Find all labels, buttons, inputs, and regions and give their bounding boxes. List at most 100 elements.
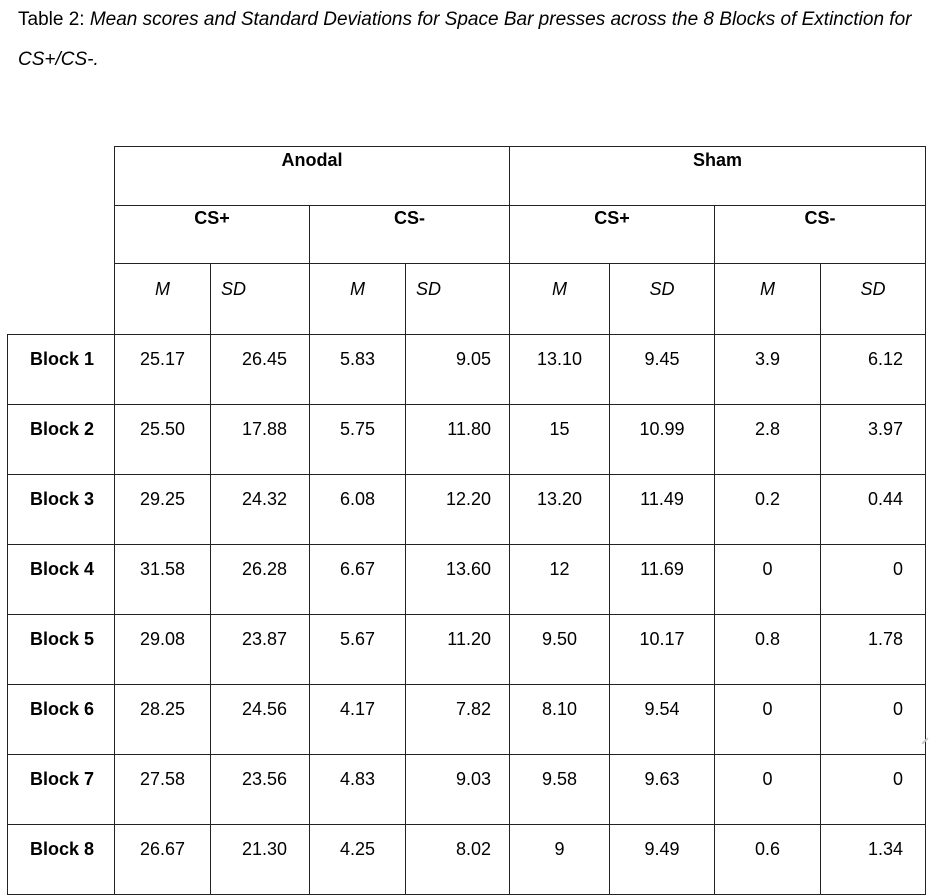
table-cell: 2.8: [714, 404, 821, 475]
table-cell: 29.25: [114, 474, 211, 545]
table-cell: 11.80: [405, 404, 510, 475]
table-cell: 11.69: [609, 544, 715, 615]
table-cell: 13.60: [405, 544, 510, 615]
table-cell: 4.25: [309, 824, 406, 895]
condition-header: CS+: [509, 205, 715, 264]
table-cell: 9.50: [509, 614, 610, 685]
table-row: Block 3 29.25 24.32 6.08 12.20 13.20 11.49 0.2 0…: [7, 474, 926, 545]
table-cell: 27.58: [114, 754, 211, 825]
table-cell: 26.67: [114, 824, 211, 895]
table-cell: 3.9: [714, 334, 821, 405]
row-label: Block 4: [7, 544, 115, 615]
table-cell: 6.12: [820, 334, 926, 405]
table-cell: 8.02: [405, 824, 510, 895]
table-cell: 25.50: [114, 404, 211, 475]
corner-cell: [8, 206, 115, 264]
stat-header-m: M: [714, 263, 821, 335]
table-cell: 9.54: [609, 684, 715, 755]
stat-header-sd: SD: [210, 263, 310, 335]
table-cell: 8.10: [509, 684, 610, 755]
table-cell: 9.49: [609, 824, 715, 895]
table-row: Block 5 29.08 23.87 5.67 11.20 9.50 10.17 0.8 1.…: [7, 614, 926, 685]
table-cell: 1.78: [820, 614, 926, 685]
table-cell: 12.20: [405, 474, 510, 545]
stat-header-m: M: [309, 263, 406, 335]
table-cell: 5.67: [309, 614, 406, 685]
table-cell: 5.83: [309, 334, 406, 405]
condition-header: CS-: [309, 205, 510, 264]
row-label: Block 8: [7, 824, 115, 895]
table-cell: 0.6: [714, 824, 821, 895]
table-cell: 21.30: [210, 824, 310, 895]
table-cell: 11.49: [609, 474, 715, 545]
table-cell: 0: [820, 684, 926, 755]
table-cell: 23.56: [210, 754, 310, 825]
table-cell: 0.8: [714, 614, 821, 685]
caption-text: Mean scores and Standard Deviations for …: [18, 9, 912, 70]
group-header-row: Anodal Sham: [8, 146, 926, 206]
table-cell: 26.45: [210, 334, 310, 405]
table-cell: 4.83: [309, 754, 406, 825]
group-header-anodal: Anodal: [114, 146, 510, 206]
table-cell: 26.28: [210, 544, 310, 615]
table-cell: 1.34: [820, 824, 926, 895]
row-label: Block 3: [7, 474, 115, 545]
table-row: Block 4 31.58 26.28 6.67 13.60 12 11.69 0 0: [7, 544, 926, 615]
table-cell: 28.25: [114, 684, 211, 755]
table-body: Block 1 25.17 26.45 5.83 9.05 13.10 9.45 3.9 6.1…: [7, 334, 926, 895]
group-header-sham: Sham: [509, 146, 926, 206]
table-cell: 9.05: [405, 334, 510, 405]
caption-label: Table 2:: [18, 9, 90, 30]
table-row: Block 1 25.17 26.45 5.83 9.05 13.10 9.45 3.9 6.1…: [7, 334, 926, 405]
stat-header-sd: SD: [609, 263, 715, 335]
table-cell: 10.17: [609, 614, 715, 685]
table-cell: 9.03: [405, 754, 510, 825]
table-caption: Table 2: Mean scores and Standard Deviat…: [18, 0, 918, 80]
table-cell: 0: [714, 754, 821, 825]
table-cell: 31.58: [114, 544, 211, 615]
table-cell: 12: [509, 544, 610, 615]
table-cell: 6.67: [309, 544, 406, 615]
table-cell: 0: [714, 544, 821, 615]
table-cell: 0: [820, 544, 926, 615]
table-cell: 11.20: [405, 614, 510, 685]
condition-header-row: CS+ CS- CS+ CS-: [8, 205, 926, 264]
stat-header-sd: SD: [405, 263, 510, 335]
table-cell: 4.17: [309, 684, 406, 755]
corner-cell: [8, 147, 115, 206]
row-label: Block 6: [7, 684, 115, 755]
table-cell: 17.88: [210, 404, 310, 475]
table-row: Block 7 27.58 23.56 4.83 9.03 9.58 9.63 0 0: [7, 754, 926, 825]
condition-header: CS-: [714, 205, 926, 264]
table-cell: 9.58: [509, 754, 610, 825]
table-cell: 15: [509, 404, 610, 475]
row-label: Block 2: [7, 404, 115, 475]
table-cell: 7.82: [405, 684, 510, 755]
table-cell: 24.32: [210, 474, 310, 545]
table-cell: 13.10: [509, 334, 610, 405]
row-label: Block 7: [7, 754, 115, 825]
table-cell: 24.56: [210, 684, 310, 755]
table-cell: 3.97: [820, 404, 926, 475]
row-label: Block 5: [7, 614, 115, 685]
table-cell: 29.08: [114, 614, 211, 685]
table-cell: 13.20: [509, 474, 610, 545]
stat-header-m: M: [114, 263, 211, 335]
table-cell: 0.44: [820, 474, 926, 545]
table-cell: 5.75: [309, 404, 406, 475]
table-cell: 9.45: [609, 334, 715, 405]
condition-header: CS+: [114, 205, 310, 264]
table-cell: 0: [820, 754, 926, 825]
table-cell: 0.2: [714, 474, 821, 545]
results-table: Anodal Sham CS+ CS- CS+ CS- M SD M SD M …: [7, 146, 926, 895]
stat-header-row: M SD M SD M SD M SD: [8, 263, 926, 335]
table-cell: 25.17: [114, 334, 211, 405]
row-label: Block 1: [7, 334, 115, 405]
table-row: Block 6 28.25 24.56 4.17 7.82 8.10 9.54 0 0: [7, 684, 926, 755]
table-row: Block 8 26.67 21.30 4.25 8.02 9 9.49 0.6 1.34: [7, 824, 926, 895]
stat-header-m: M: [509, 263, 610, 335]
table-row: Block 2 25.50 17.88 5.75 11.80 15 10.99 2.8 3.97: [7, 404, 926, 475]
table-cell: 9.63: [609, 754, 715, 825]
table-cell: 23.87: [210, 614, 310, 685]
corner-cell: [8, 264, 115, 335]
